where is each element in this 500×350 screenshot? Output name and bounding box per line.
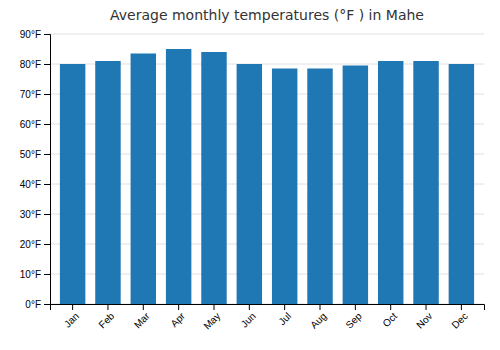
y-tick: 50°F [20,149,50,160]
y-tick-mark [44,184,50,185]
y-tick-mark [44,94,50,95]
x-tick-label: Jan [62,310,81,329]
x-tick: Oct [380,304,399,329]
x-tick: Nov [414,304,434,331]
y-tick-label: 40°F [20,179,41,190]
bar [378,61,403,304]
x-tick-mark [107,304,108,310]
y-tick: 80°F [20,59,50,70]
y-tick-label: 20°F [20,239,41,250]
bar [237,64,262,304]
x-tick: Feb [96,304,116,330]
x-tick-label: Mar [132,310,152,330]
x-tick-label: Nov [414,310,434,330]
y-tick: 10°F [20,269,50,280]
y-tick-mark [44,34,50,35]
x-tick-mark [213,304,214,310]
y-tick: 70°F [20,89,50,100]
x-tick-mark [320,304,321,310]
bar [60,64,85,304]
y-tick-mark [44,274,50,275]
bar [413,61,438,304]
x-tick-mark [461,304,462,310]
y-tick-label: 30°F [20,209,41,220]
bars [60,49,474,304]
x-tick: Sep [343,304,364,331]
x-tick: Aug [308,304,328,331]
grid [50,34,484,304]
x-tick-mark [249,304,250,310]
y-tick-label: 90°F [20,29,41,40]
x-tick-mark [178,304,179,310]
y-tick-mark [44,64,50,65]
x-tick-mark [143,304,144,310]
y-tick: 30°F [20,209,50,220]
x-tick-label: Sep [343,310,364,331]
y-tick-mark [44,304,50,305]
y-tick-label: 80°F [20,59,41,70]
x-tick-mark [355,304,356,310]
y-tick: 90°F [20,29,50,40]
y-tick-label: 0°F [25,299,41,310]
x-tick: Jan [62,304,81,330]
x-tick-mark [390,304,391,310]
bar [131,54,156,305]
y-tick-label: 70°F [20,89,41,100]
bar [166,49,191,304]
y-tick: 40°F [20,179,50,190]
bar [272,69,297,305]
x-tick-label: Dec [450,310,470,330]
y-tick-mark [44,244,50,245]
x-tick: Jul [276,304,293,327]
y-tick-mark [44,214,50,215]
x-tick: Mar [132,304,152,330]
bar [307,69,332,305]
x-axis-line [51,305,485,311]
x-tick-mark [72,304,73,310]
x-tick: Apr [168,304,187,329]
x-tick-label: Jul [276,310,293,327]
y-tick: 20°F [20,239,50,250]
bar [343,66,368,305]
grid-line [50,34,484,35]
x-tick-mark [284,304,285,310]
y-tick: 60°F [20,119,50,130]
x-tick-label: Aug [308,310,328,330]
y-tick: 0°F [25,299,50,310]
x-tick-label: Feb [96,310,116,330]
bar [201,52,226,304]
y-axis-line [44,35,51,305]
y-tick-label: 60°F [20,119,41,130]
y-axis: 0°F 10°F 20°F 30°F 40°F 50°F 60°F 70°F 80°F 90°F [20,29,51,310]
x-tick: Jun [239,304,258,330]
x-tick-label: Oct [380,310,399,329]
x-axis: Jan Feb Mar Apr May Jun Jul Aug Sep Oct Nov Dec [51,304,485,332]
x-tick-label: Jun [239,310,258,329]
y-tick-label: 10°F [20,269,41,280]
bar [95,61,120,304]
chart: 0°F 10°F 20°F 30°F 40°F 50°F 60°F 70°F 80°F 90°F J… [0,0,500,350]
x-tick-mark [426,304,427,310]
y-tick-label: 50°F [20,149,41,160]
title: Average monthly temperatures (°F ) in Ma… [110,7,424,23]
x-tick-label: May [201,310,222,331]
x-tick: Dec [450,304,470,331]
y-tick-mark [44,154,50,155]
x-tick-label: Apr [168,310,187,329]
y-tick-mark [44,124,50,125]
bar [449,64,474,304]
x-tick: May [201,304,222,332]
plot: 0°F 10°F 20°F 30°F 40°F 50°F 60°F 70°F 80°F 90°F J… [20,29,485,332]
